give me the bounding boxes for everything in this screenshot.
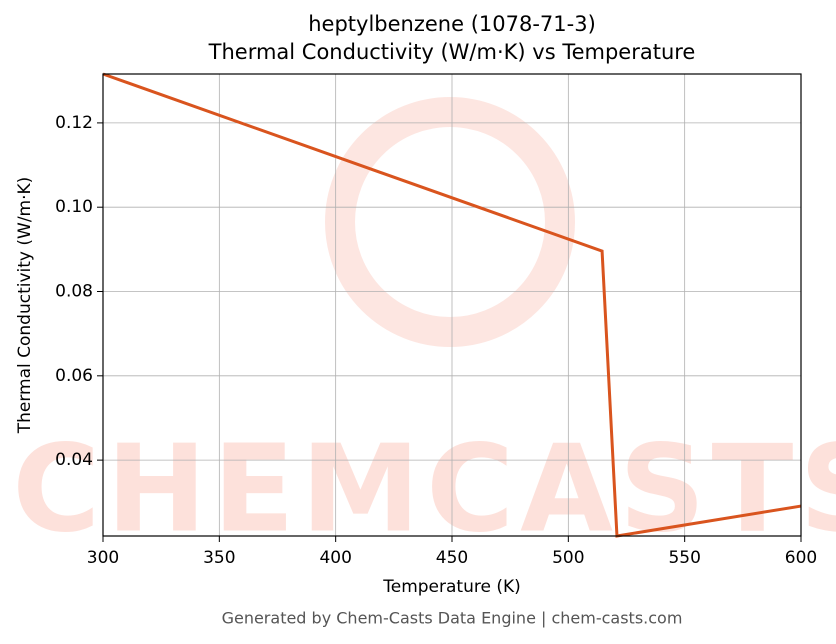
y-tick-label: 0.12 bbox=[55, 113, 93, 133]
watermark-logo bbox=[325, 97, 575, 347]
x-tick-label: 450 bbox=[436, 548, 468, 568]
y-tick-label: 0.10 bbox=[55, 197, 93, 217]
chart-title: heptylbenzene (1078-71-3) bbox=[308, 12, 596, 36]
y-tick-label: 0.04 bbox=[55, 450, 93, 470]
x-tick-label: 400 bbox=[319, 548, 351, 568]
x-tick-label: 350 bbox=[203, 548, 235, 568]
x-tick-label: 550 bbox=[668, 548, 700, 568]
x-tick-label: 500 bbox=[552, 548, 584, 568]
x-tick-label: 300 bbox=[87, 548, 119, 568]
y-tick-label: 0.06 bbox=[55, 366, 93, 386]
x-axis-label: Temperature (K) bbox=[382, 577, 521, 597]
y-axis-label: Thermal Conductivity (W/m·K) bbox=[15, 177, 35, 435]
chart-subtitle: Thermal Conductivity (W/m·K) vs Temperat… bbox=[208, 40, 696, 64]
data-line bbox=[102, 72, 802, 538]
x-tick-label: 600 bbox=[785, 548, 817, 568]
footer: Generated by Chem-Casts Data Engine | ch… bbox=[222, 609, 683, 628]
plot-frame bbox=[102, 73, 802, 537]
watermark: CHEMCASTS bbox=[12, 421, 836, 560]
y-tick-label: 0.08 bbox=[55, 282, 93, 302]
